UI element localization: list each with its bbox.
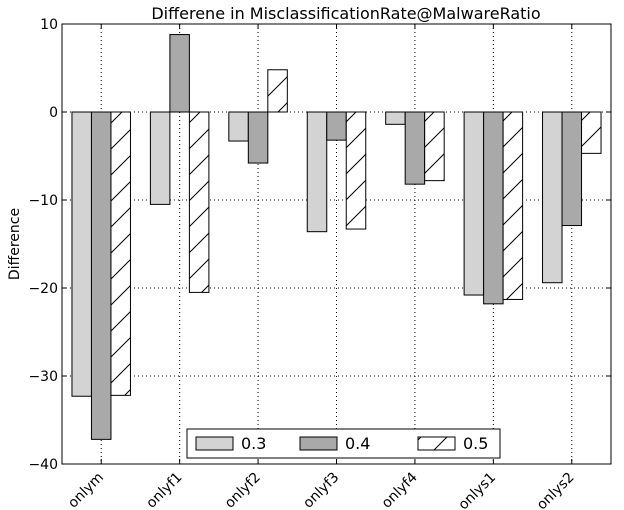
legend-swatch-0.4 (299, 436, 338, 451)
bar-onlym-series-0.5 (110, 111, 131, 396)
bar-onlyf1-series-0.3 (149, 111, 171, 205)
bar-onlyf4-series-0.5 (424, 111, 445, 182)
bar-onlys1-series-0.3 (463, 111, 485, 296)
bar-onlys1-series-0.4 (483, 111, 504, 305)
y-tick-label: 10 (40, 17, 58, 33)
y-tick-label: −40 (28, 457, 58, 473)
y-tick-label: −30 (28, 369, 58, 385)
bar-onlyf2-series-0.3 (228, 111, 249, 142)
legend: 0.3 0.4 0.5 (186, 428, 501, 459)
bar-onlyf4-series-0.3 (385, 111, 406, 125)
y-axis-label: Difference (7, 208, 23, 280)
axis-ticks (62, 23, 611, 465)
x-tick-label: onlys2 (534, 470, 578, 510)
bar-onlyf1-series-0.4 (169, 34, 190, 113)
x-tick-label: onlyf3 (300, 470, 342, 510)
gridlines (62, 24, 611, 464)
bar-onlyf3-series-0.3 (306, 111, 328, 233)
x-tick-label: onlyf2 (222, 470, 264, 510)
legend-label-0.3: 0.3 (241, 434, 266, 453)
y-tick-label: 0 (49, 105, 58, 121)
bars (71, 34, 602, 440)
bar-onlyf3-series-0.4 (326, 111, 347, 141)
bar-onlym-series-0.4 (90, 111, 112, 440)
bar-onlym-series-0.3 (71, 111, 92, 397)
bar-onlys2-series-0.3 (542, 111, 563, 284)
legend-label-0.4: 0.4 (345, 434, 370, 453)
y-tick-labels: 10 0 −10 −20 −30 −40 (28, 17, 58, 473)
legend-label-0.5: 0.5 (463, 434, 488, 453)
bar-onlyf2-series-0.4 (247, 111, 269, 164)
bar-onlyf4-series-0.4 (404, 111, 426, 185)
chart-title: Differene in MisclassificationRate@Malwa… (151, 4, 540, 23)
legend-swatch-0.3 (195, 436, 234, 451)
bar-onlys2-series-0.4 (561, 111, 583, 227)
x-tick-label: onlym (65, 470, 107, 510)
x-tick-label: onlyf1 (143, 470, 185, 510)
bar-onlyf1-series-0.5 (188, 111, 210, 293)
bar-onlyf2-series-0.5 (267, 69, 288, 113)
x-tick-label: onlys1 (455, 470, 499, 510)
legend-swatch-0.5 (417, 436, 456, 451)
x-tick-labels: onlym onlyf1 onlyf2 onlyf3 onlyf4 onlys1 onlys… (65, 469, 577, 510)
bar-onlys1-series-0.5 (502, 111, 524, 300)
bar-onlys2-series-0.5 (581, 111, 602, 154)
y-tick-label: −10 (28, 193, 58, 209)
bar-onlyf3-series-0.5 (345, 111, 367, 230)
y-tick-label: −20 (28, 281, 58, 297)
x-tick-label: onlyf4 (379, 469, 421, 510)
